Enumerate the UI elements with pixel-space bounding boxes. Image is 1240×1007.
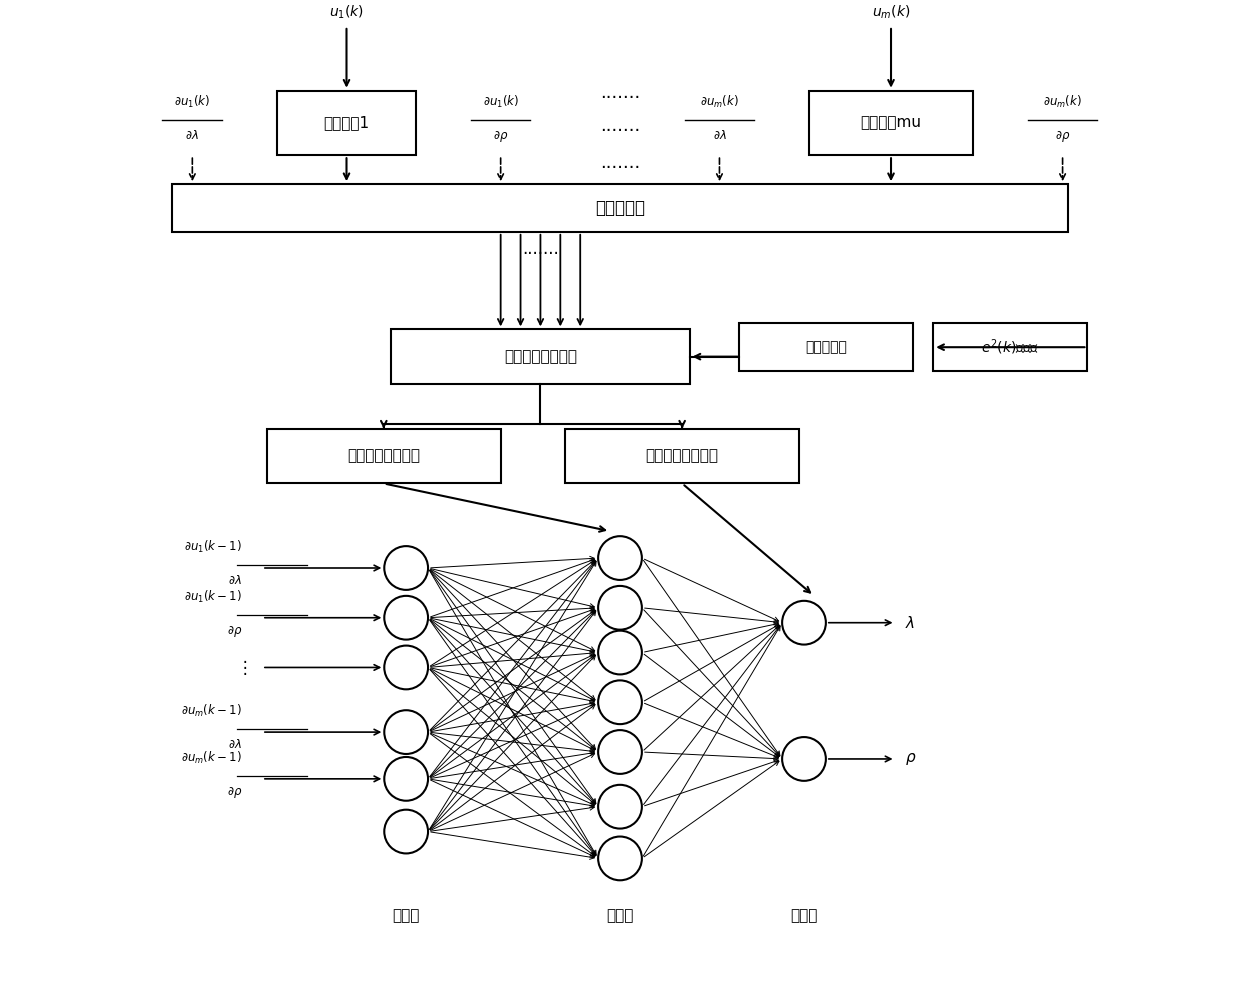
Circle shape	[598, 536, 642, 580]
FancyBboxPatch shape	[277, 91, 417, 155]
Text: $\vdots$: $\vdots$	[236, 658, 247, 677]
Circle shape	[384, 710, 428, 754]
Text: 梯度信息集: 梯度信息集	[595, 199, 645, 217]
FancyBboxPatch shape	[267, 429, 501, 483]
Text: $\partial u_m(k)$: $\partial u_m(k)$	[701, 94, 739, 110]
Circle shape	[598, 837, 642, 880]
FancyBboxPatch shape	[172, 184, 1068, 232]
Circle shape	[782, 601, 826, 644]
Text: ·······: ·······	[522, 245, 559, 263]
Text: $u_m(k)$: $u_m(k)$	[872, 4, 910, 21]
Text: $\partial\lambda$: $\partial\lambda$	[186, 129, 200, 142]
Text: $\rho$: $\rho$	[905, 751, 916, 767]
Circle shape	[384, 757, 428, 801]
FancyBboxPatch shape	[392, 329, 689, 384]
Circle shape	[598, 784, 642, 829]
Text: $e^2(k)$最小化: $e^2(k)$最小化	[982, 337, 1039, 357]
Text: $\partial\rho$: $\partial\rho$	[1055, 129, 1070, 144]
Text: $\partial\rho$: $\partial\rho$	[227, 623, 242, 638]
Text: ·······: ·······	[600, 89, 640, 107]
FancyBboxPatch shape	[808, 91, 973, 155]
Text: 梯度信息1: 梯度信息1	[324, 116, 370, 131]
Text: $\partial\rho$: $\partial\rho$	[227, 784, 242, 800]
Text: 梯度信息mu: 梯度信息mu	[861, 116, 921, 131]
Circle shape	[598, 730, 642, 773]
FancyBboxPatch shape	[739, 323, 914, 371]
Text: $\partial\lambda$: $\partial\lambda$	[228, 738, 242, 751]
Circle shape	[384, 645, 428, 690]
Text: 隐含层: 隐含层	[606, 908, 634, 923]
Circle shape	[782, 737, 826, 780]
Text: $\partial u_1(k)$: $\partial u_1(k)$	[482, 94, 518, 110]
Text: $\partial\lambda$: $\partial\lambda$	[713, 129, 727, 142]
Text: $\partial\rho$: $\partial\rho$	[494, 129, 508, 144]
Text: $\partial u_1(k-1)$: $\partial u_1(k-1)$	[184, 539, 242, 555]
FancyBboxPatch shape	[565, 429, 799, 483]
Text: 系统误差反向传播: 系统误差反向传播	[503, 349, 577, 365]
Text: ·······: ·······	[600, 122, 640, 140]
Text: $\lambda$: $\lambda$	[905, 614, 915, 630]
Circle shape	[384, 546, 428, 590]
Circle shape	[384, 810, 428, 854]
Text: $\partial u_1(k-1)$: $\partial u_1(k-1)$	[184, 589, 242, 605]
Text: 输出层: 输出层	[790, 908, 817, 923]
Text: 更新隐含层权系数: 更新隐含层权系数	[347, 448, 420, 463]
Circle shape	[598, 681, 642, 724]
Text: ·······: ·······	[600, 159, 640, 176]
FancyBboxPatch shape	[934, 323, 1087, 371]
Text: 更新输出层权系数: 更新输出层权系数	[646, 448, 719, 463]
Circle shape	[598, 630, 642, 675]
Text: $\partial u_m(k)$: $\partial u_m(k)$	[1043, 94, 1083, 110]
Circle shape	[598, 586, 642, 629]
Text: $\partial u_1(k)$: $\partial u_1(k)$	[175, 94, 211, 110]
Text: $u_1(k)$: $u_1(k)$	[329, 4, 365, 21]
Text: 输入层: 输入层	[393, 908, 420, 923]
Text: $\partial u_m(k-1)$: $\partial u_m(k-1)$	[181, 703, 242, 719]
Text: $\partial\lambda$: $\partial\lambda$	[228, 574, 242, 587]
Circle shape	[384, 596, 428, 639]
Text: 梯度下降法: 梯度下降法	[806, 340, 847, 354]
Text: $\partial u_m(k-1)$: $\partial u_m(k-1)$	[181, 750, 242, 766]
